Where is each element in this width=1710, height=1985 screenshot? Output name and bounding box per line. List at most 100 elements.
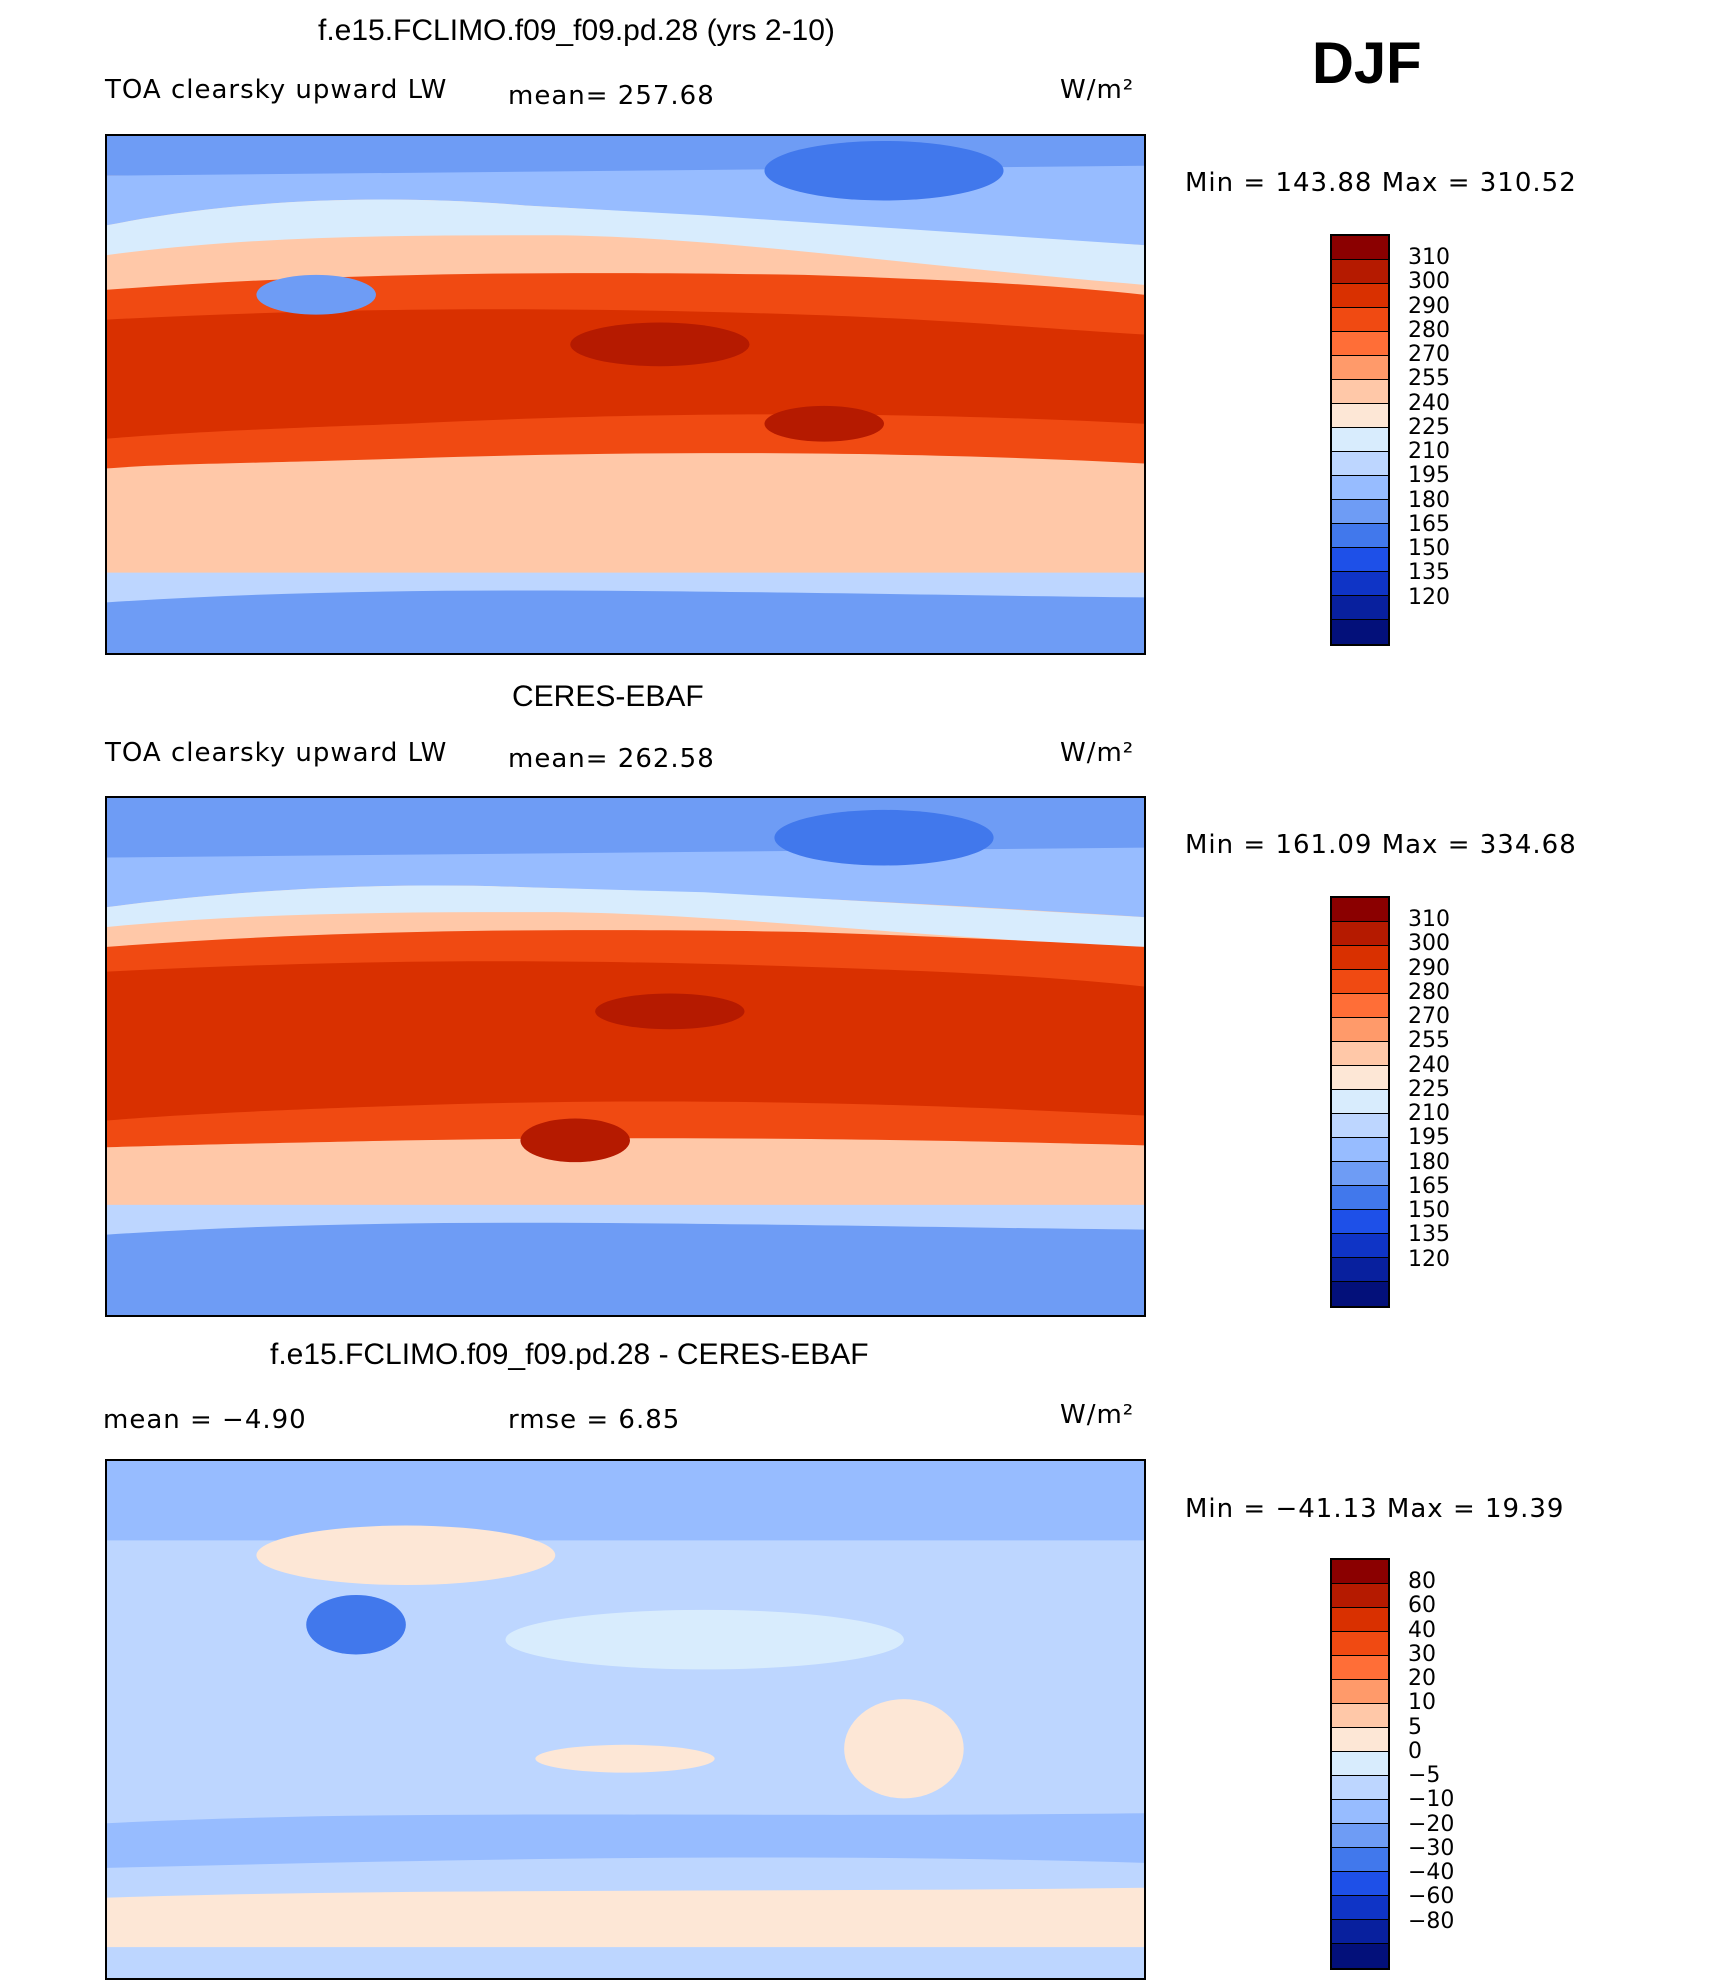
colorbar-tick-label: 195 [1408,1125,1450,1151]
panel-2-contour-field [107,798,1144,1315]
colorbar-segment [1332,1728,1388,1752]
colorbar-tick-label: 180 [1408,1149,1450,1175]
colorbar-tick-label: 40 [1408,1617,1436,1643]
panel-2-map [105,796,1146,1317]
panel-3-title: f.e15.FCLIMO.f09_f09.pd.28 - CERES-EBAF [270,1338,869,1371]
colorbar-segment [1332,1896,1388,1920]
colorbar-segment [1332,1066,1388,1090]
colorbar-segment [1332,500,1388,524]
colorbar-segment [1332,548,1388,572]
colorbar-tick-label: 60 [1408,1593,1436,1619]
colorbar-tick-label: 135 [1408,1222,1450,1248]
panel-3-minmax: Min = −41.13 Max = 19.39 [1185,1494,1565,1524]
colorbar-tick-label: 150 [1408,1198,1450,1224]
colorbar-tick-label: 290 [1408,293,1450,319]
colorbar-segment [1332,1210,1388,1234]
colorbar-segment [1332,970,1388,994]
colorbar-tick-label: 0 [1408,1738,1422,1764]
colorbar-segment [1332,308,1388,332]
panel-3-colorbar [1330,1558,1390,1970]
colorbar-segment [1332,1162,1388,1186]
colorbar-tick-label: −80 [1408,1908,1455,1934]
colorbar-tick-label: 270 [1408,342,1450,368]
colorbar-segment [1332,452,1388,476]
panel-3-rmse: rmse = 6.85 [508,1405,681,1435]
colorbar-segment [1332,1608,1388,1632]
colorbar-segment [1332,596,1388,620]
season-label: DJF [1312,31,1422,96]
colorbar-segment [1332,1114,1388,1138]
colorbar-tick-label: 165 [1408,1173,1450,1199]
colorbar-tick-label: 5 [1408,1714,1422,1740]
colorbar-tick-label: −40 [1408,1860,1455,1886]
colorbar-tick-label: 135 [1408,560,1450,586]
colorbar-tick-label: −20 [1408,1811,1455,1837]
colorbar-segment [1332,1800,1388,1824]
colorbar-segment [1332,428,1388,452]
colorbar-segment [1332,236,1388,260]
colorbar-segment [1332,1632,1388,1656]
colorbar-segment [1332,1776,1388,1800]
colorbar-segment [1332,1186,1388,1210]
colorbar-segment [1332,1090,1388,1114]
panel-3-contour-field [107,1461,1144,1978]
colorbar-tick-label: 300 [1408,269,1450,295]
colorbar-tick-label: 80 [1408,1569,1436,1595]
colorbar-tick-label: 240 [1408,1052,1450,1078]
colorbar-tick-label: 255 [1408,366,1450,392]
colorbar-segment [1332,1848,1388,1872]
colorbar-tick-label: 10 [1408,1690,1436,1716]
colorbar-segment [1332,1872,1388,1896]
colorbar-segment [1332,620,1388,644]
colorbar-segment [1332,1680,1388,1704]
colorbar-segment [1332,524,1388,548]
colorbar-segment [1332,946,1388,970]
colorbar-tick-label: 20 [1408,1666,1436,1692]
panel-1-map [105,134,1146,655]
panel-2-colorbar [1330,896,1390,1308]
colorbar-tick-label: 255 [1408,1028,1450,1054]
panel-1-units: W/m² [1060,75,1135,105]
colorbar-segment [1332,922,1388,946]
colorbar-tick-label: 120 [1408,1246,1450,1272]
colorbar-tick-label: −5 [1408,1763,1441,1789]
colorbar-tick-label: 210 [1408,1101,1450,1127]
colorbar-segment [1332,1042,1388,1066]
colorbar-tick-label: 280 [1408,317,1450,343]
colorbar-tick-label: 210 [1408,439,1450,465]
colorbar-segment [1332,994,1388,1018]
colorbar-tick-label: 30 [1408,1641,1436,1667]
colorbar-tick-label: 310 [1408,245,1450,271]
colorbar-tick-label: 180 [1408,487,1450,513]
colorbar-segment [1332,284,1388,308]
colorbar-tick-label: 120 [1408,584,1450,610]
colorbar-segment [1332,356,1388,380]
colorbar-segment [1332,1944,1388,1968]
colorbar-segment [1332,1752,1388,1776]
panel-3-mean: mean = −4.90 [103,1405,307,1435]
panel-1-mean: mean= 257.68 [508,81,715,111]
panel-1-colorbar [1330,234,1390,646]
panel-1-contour-field [107,136,1144,653]
colorbar-tick-label: 225 [1408,414,1450,440]
colorbar-segment [1332,572,1388,596]
colorbar-tick-label: 225 [1408,1076,1450,1102]
colorbar-segment [1332,1656,1388,1680]
colorbar-tick-label: 270 [1408,1004,1450,1030]
panel-3-map [105,1459,1146,1980]
colorbar-tick-label: −30 [1408,1835,1455,1861]
colorbar-tick-label: 195 [1408,463,1450,489]
colorbar-segment [1332,1584,1388,1608]
colorbar-segment [1332,1282,1388,1306]
colorbar-segment [1332,260,1388,284]
colorbar-segment [1332,1138,1388,1162]
colorbar-segment [1332,332,1388,356]
panel-2-units: W/m² [1060,738,1135,768]
panel-1-variable-label: TOA clearsky upward LW [105,75,448,105]
colorbar-segment [1332,380,1388,404]
panel-2-mean: mean= 262.58 [508,744,715,774]
colorbar-tick-label: 280 [1408,979,1450,1005]
panel-3-units: W/m² [1060,1400,1135,1430]
colorbar-tick-label: 240 [1408,390,1450,416]
colorbar-segment [1332,1234,1388,1258]
